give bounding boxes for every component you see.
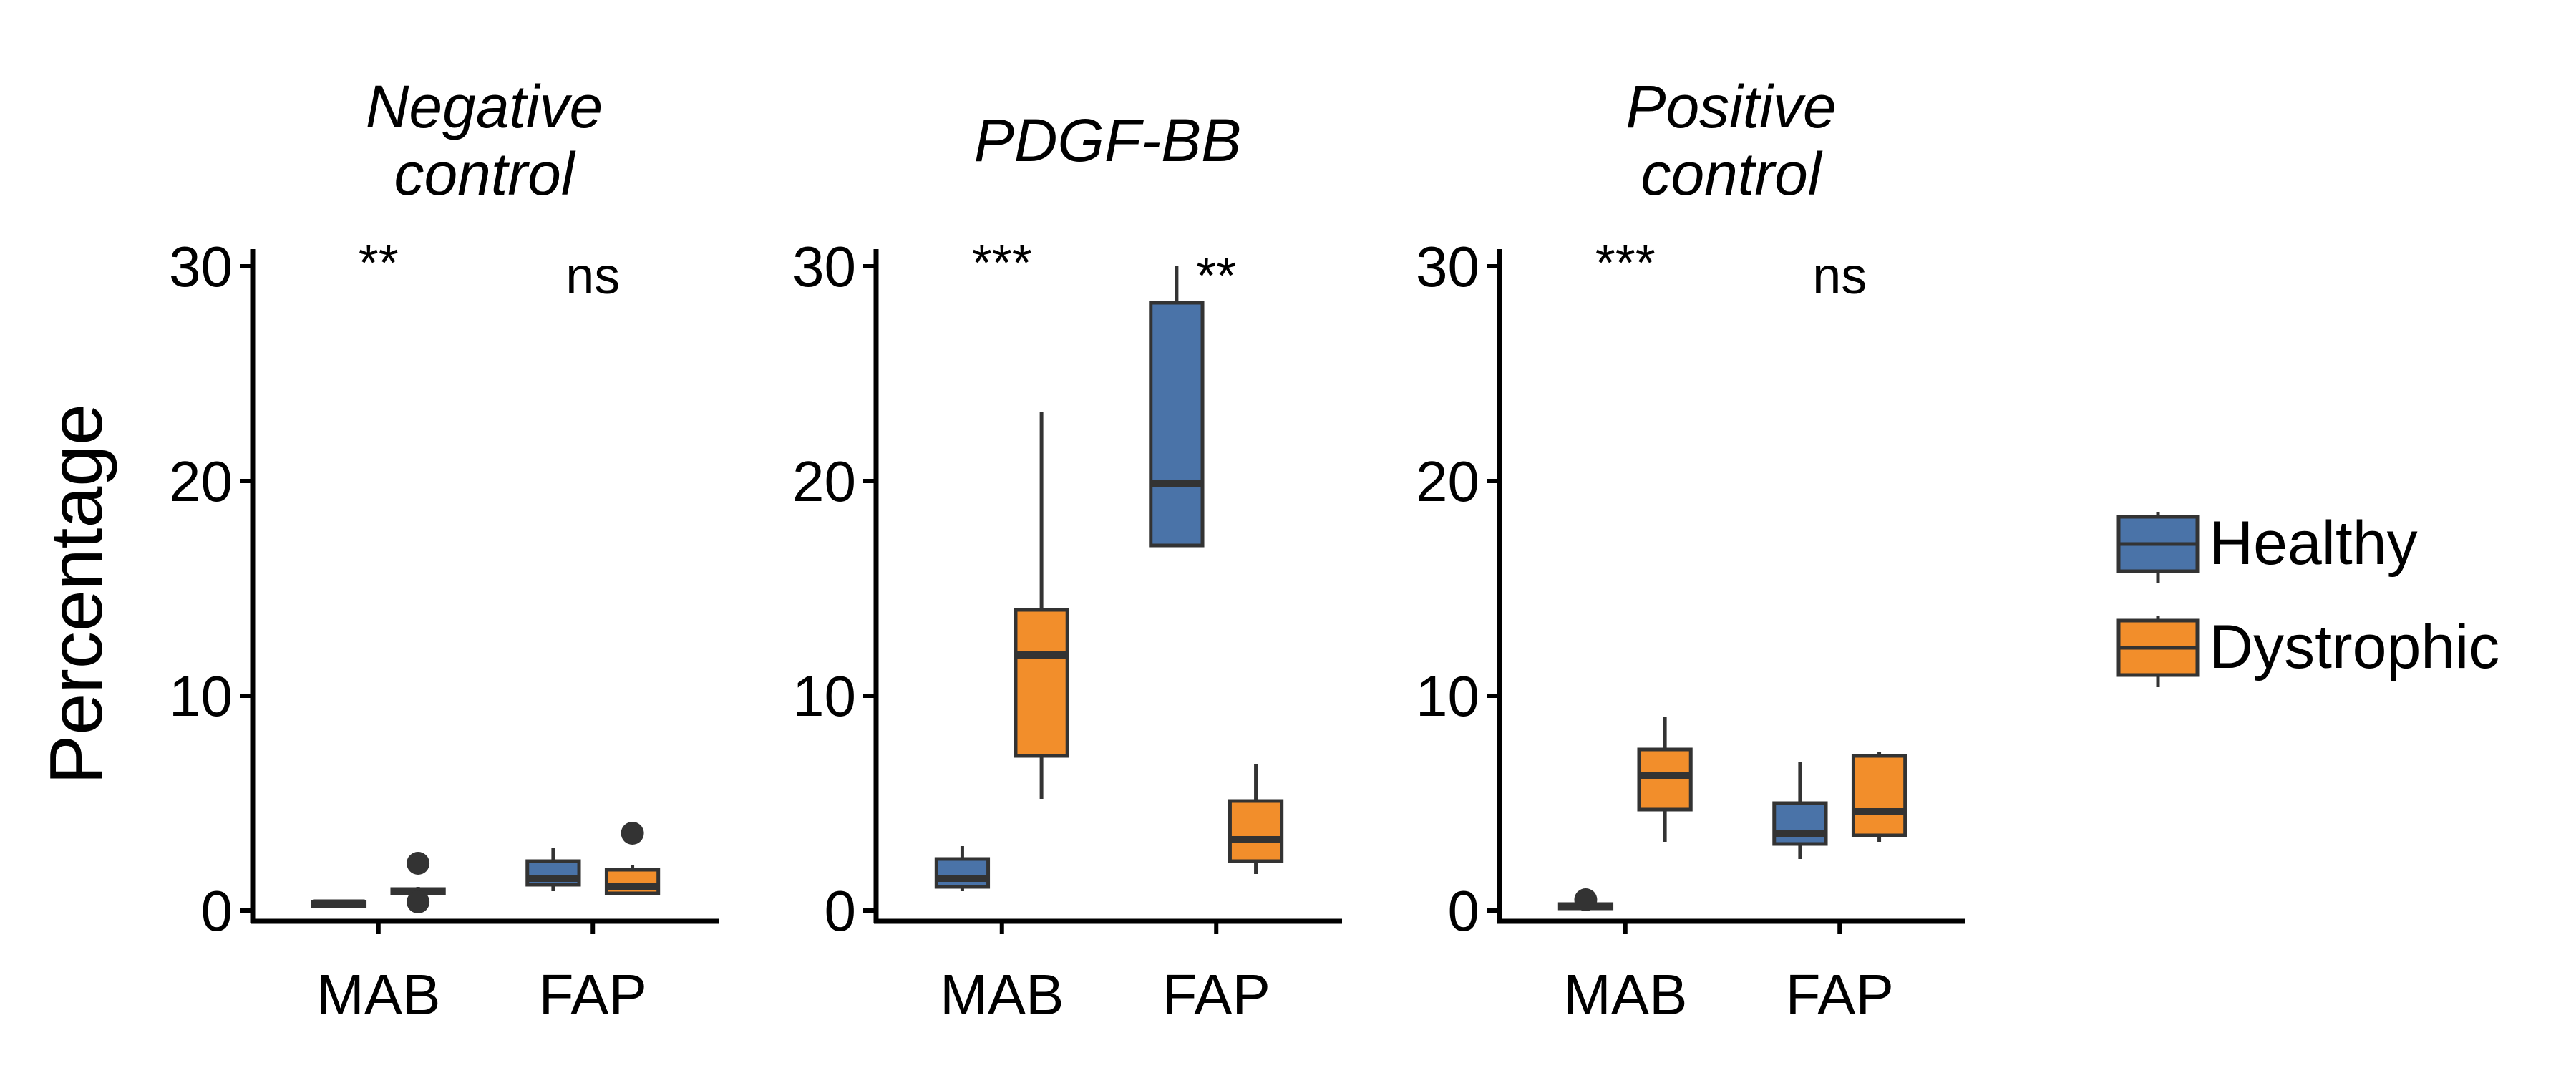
x-tick-label: MAB bbox=[940, 963, 1064, 1026]
box-mab-dystrophic bbox=[1014, 412, 1069, 799]
y-tick-label: 20 bbox=[792, 450, 856, 513]
legend-label: Dystrophic bbox=[2209, 613, 2499, 681]
box-rect bbox=[1851, 754, 1907, 837]
y-tick-label: 10 bbox=[169, 664, 233, 728]
y-tick-label: 20 bbox=[1416, 450, 1479, 513]
significance-label: ** bbox=[1196, 248, 1236, 305]
outlier-point bbox=[621, 822, 644, 845]
box-fap-dystrophic bbox=[1228, 764, 1284, 874]
legend-label: Healthy bbox=[2209, 509, 2418, 578]
significance-label: ns bbox=[565, 248, 620, 305]
box-rect bbox=[1149, 301, 1205, 548]
y-tick-label: 20 bbox=[169, 450, 233, 513]
box-mab-healthy bbox=[934, 846, 991, 891]
box-fap-dystrophic bbox=[1851, 752, 1907, 842]
box-mab-dystrophic bbox=[1637, 717, 1693, 842]
y-tick-label: 30 bbox=[1416, 235, 1479, 298]
box-rect bbox=[1772, 801, 1828, 846]
significance-label: *** bbox=[972, 235, 1032, 292]
legend-item-healthy: Healthy bbox=[2116, 509, 2418, 583]
box-mab-healthy bbox=[311, 899, 367, 908]
y-tick-label: 10 bbox=[792, 664, 856, 728]
panel-title: PDGF-BB bbox=[974, 107, 1241, 174]
y-tick-label: 0 bbox=[1448, 879, 1480, 943]
panel-title: Negative bbox=[366, 73, 603, 140]
y-tick-label: 30 bbox=[169, 235, 233, 298]
significance-label: ns bbox=[1812, 248, 1867, 305]
box-fap-dystrophic bbox=[604, 822, 661, 895]
x-tick-label: MAB bbox=[1563, 963, 1687, 1026]
y-axis-label: Percentage bbox=[35, 404, 118, 785]
box-fap-healthy bbox=[1772, 762, 1828, 859]
x-tick-label: MAB bbox=[316, 963, 440, 1026]
x-tick-label: FAP bbox=[1162, 963, 1270, 1026]
y-tick-label: 0 bbox=[201, 879, 233, 943]
panel-2: PDGF-BB 0 10 20 30 MAB *** FAP ** bbox=[792, 107, 1342, 1026]
box-rect bbox=[1228, 799, 1284, 863]
y-tick-label: 10 bbox=[1416, 664, 1479, 728]
box-mab-healthy bbox=[1557, 888, 1614, 911]
x-tick-label: FAP bbox=[1786, 963, 1894, 1026]
significance-label: *** bbox=[1595, 235, 1656, 292]
box-rect bbox=[1014, 608, 1069, 758]
outlier-point bbox=[407, 890, 430, 913]
panel-title: control bbox=[1641, 140, 1822, 208]
outlier-point bbox=[407, 852, 430, 875]
box-fap-healthy bbox=[1149, 266, 1205, 548]
box-rect bbox=[1637, 747, 1693, 812]
panel-title: control bbox=[394, 140, 575, 208]
y-tick-label: 0 bbox=[825, 879, 857, 943]
outlier-point bbox=[1574, 888, 1598, 911]
box-fap-healthy bbox=[525, 848, 581, 891]
legend: Healthy Dystrophic bbox=[2116, 509, 2499, 687]
box-mab-dystrophic bbox=[390, 852, 446, 913]
box-rect bbox=[934, 857, 991, 889]
y-tick-label: 30 bbox=[792, 235, 856, 298]
plot-root: Negativecontrol0102030MAB**FAPnsPDGF-BB0… bbox=[169, 73, 1965, 1026]
x-tick-label: FAP bbox=[539, 963, 647, 1026]
legend-item-dystrophic: Dystrophic bbox=[2116, 613, 2499, 687]
panel-title: Positive bbox=[1625, 73, 1836, 140]
significance-label: ** bbox=[359, 235, 399, 292]
